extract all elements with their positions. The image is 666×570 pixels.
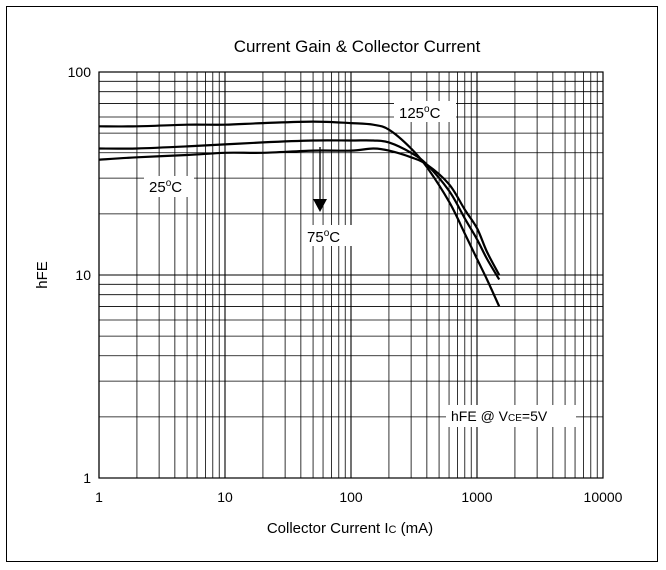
- svg-text:25oC: 25oC: [149, 178, 182, 196]
- x-tick-label: 10: [217, 489, 233, 505]
- arrow-down-icon: [313, 199, 327, 212]
- tick-labels: 1 10 100 1000 10000 1 10 100: [68, 64, 623, 505]
- svg-text:125oC: 125oC: [399, 104, 441, 122]
- x-tick-label: 1000: [461, 489, 492, 505]
- y-axis-label: hFE: [34, 261, 51, 289]
- x-tick-label: 10000: [584, 489, 623, 505]
- series-line-0: [98, 120, 501, 307]
- series-layer: [98, 120, 501, 307]
- condition-note: hFE @ VCE=5V: [446, 405, 576, 427]
- x-axis-label: Collector Current IC (mA): [267, 520, 433, 537]
- chart-title: Current Gain & Collector Current: [234, 37, 481, 56]
- annotation-125c: 125oC: [394, 101, 456, 122]
- y-tick-label: 1: [83, 470, 91, 486]
- plot-border: [98, 71, 604, 479]
- x-tick-label: 1: [95, 489, 103, 505]
- chart-frame: [6, 6, 658, 562]
- series-line-1: [98, 139, 501, 281]
- annotation-75c: 75oC: [302, 147, 354, 246]
- y-tick-label: 10: [75, 267, 91, 283]
- series-line-2: [98, 147, 501, 276]
- x-tick-label: 100: [339, 489, 363, 505]
- y-tick-label: 100: [68, 64, 92, 80]
- svg-text:hFE @ VCE=5V: hFE @ VCE=5V: [451, 408, 548, 424]
- svg-text:75oC: 75oC: [307, 228, 340, 246]
- annotation-25c: 25oC: [144, 176, 194, 197]
